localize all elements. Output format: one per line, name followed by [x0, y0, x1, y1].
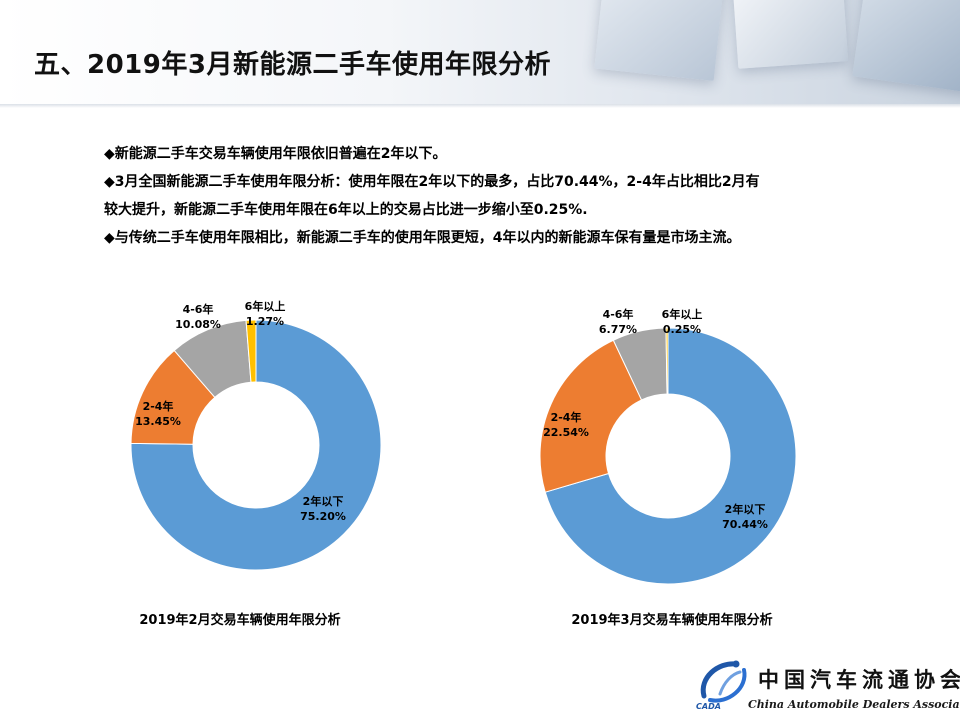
- chart-title: 2019年3月交易车辆使用年限分析: [571, 612, 772, 628]
- bullet-item: 较大提升，新能源二手车使用年限在6年以上的交易占比进一步缩小至0.25%.: [104, 202, 588, 218]
- slice-category-label: 2年以下: [303, 494, 344, 508]
- slice-value-label: 10.08%: [175, 318, 221, 331]
- slice-category-label: 2年以下: [725, 502, 766, 516]
- header-banner: [0, 0, 960, 104]
- donut-slice-1-4: [245, 319, 257, 383]
- page-title: 五、2019年3月新能源二手车使用年限分析: [34, 50, 551, 80]
- donut-slice-2-1: [544, 327, 797, 585]
- slice-category-label: 6年以上: [245, 299, 286, 313]
- slice-value-label: 0.25%: [663, 323, 701, 336]
- slice-value-label: 75.20%: [300, 510, 346, 523]
- slice-value-label: 22.54%: [543, 426, 589, 439]
- slice-value-label: 1.27%: [246, 315, 284, 328]
- donut-slice-1-1: [130, 319, 382, 571]
- slice-category-label: 2-4年: [143, 399, 174, 413]
- bullet-item: ◆与传统二手车使用年限相比，新能源二手车的使用年限更短，4年以内的新能源车保有量…: [104, 230, 741, 246]
- org-name-en: China Automobile Dealers Association: [748, 698, 960, 711]
- slice-value-label: 6.77%: [599, 323, 637, 336]
- cada-emblem-icon: [700, 660, 747, 703]
- slice-value-label: 70.44%: [722, 518, 768, 531]
- header-divider: [0, 104, 960, 108]
- logo-abbreviation: CADA: [696, 702, 721, 711]
- donut-slice-2-4: [665, 327, 669, 395]
- donut-slice-2-2: [539, 339, 643, 493]
- cada-logo: CADA 中国汽车流通协会 China Automobile Dealers A…: [690, 654, 960, 718]
- bullet-item: ◆新能源二手车交易车辆使用年限依旧普遍在2年以下。: [104, 146, 447, 162]
- bullet-item: ◆3月全国新能源二手车使用年限分析：使用年限在2年以下的最多，占比70.44%，…: [104, 174, 760, 190]
- slice-value-label: 13.45%: [135, 415, 181, 428]
- slice-category-label: 4-6年: [603, 307, 634, 321]
- chart-title: 2019年2月交易车辆使用年限分析: [139, 612, 340, 628]
- bullet-list: ◆新能源二手车交易车辆使用年限依旧普遍在2年以下。 ◆3月全国新能源二手车使用年…: [104, 140, 864, 252]
- org-name-cn: 中国汽车流通协会: [758, 667, 960, 692]
- slice-category-label: 6年以上: [662, 307, 703, 321]
- slice-category-label: 2-4年: [551, 410, 582, 424]
- slice-category-label: 4-6年: [183, 302, 214, 316]
